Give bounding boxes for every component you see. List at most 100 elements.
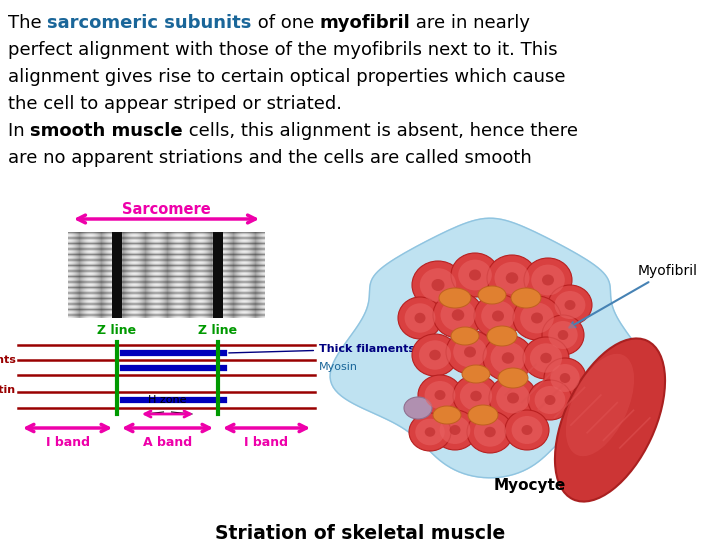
- Text: Thick filaments: Thick filaments: [229, 344, 415, 354]
- Text: In: In: [8, 122, 30, 140]
- Ellipse shape: [451, 327, 479, 345]
- Text: Z line: Z line: [199, 324, 238, 337]
- Text: Myofibril: Myofibril: [570, 264, 698, 327]
- Ellipse shape: [523, 337, 569, 379]
- Ellipse shape: [398, 297, 442, 339]
- Ellipse shape: [433, 292, 483, 338]
- Ellipse shape: [446, 330, 494, 374]
- Ellipse shape: [540, 353, 552, 363]
- Ellipse shape: [534, 386, 565, 414]
- Ellipse shape: [521, 302, 554, 333]
- Ellipse shape: [420, 268, 456, 302]
- Ellipse shape: [474, 294, 522, 338]
- Text: A band: A band: [143, 436, 192, 449]
- Ellipse shape: [531, 313, 543, 323]
- Ellipse shape: [544, 395, 556, 405]
- Ellipse shape: [554, 291, 585, 319]
- Ellipse shape: [487, 255, 537, 301]
- Ellipse shape: [468, 405, 498, 425]
- Text: Striation of skeletal muscle: Striation of skeletal muscle: [215, 524, 505, 540]
- Ellipse shape: [412, 334, 458, 376]
- Text: are in nearly: are in nearly: [410, 14, 531, 32]
- Ellipse shape: [490, 342, 526, 374]
- Ellipse shape: [555, 339, 665, 502]
- Ellipse shape: [542, 274, 554, 286]
- Ellipse shape: [453, 336, 487, 367]
- Ellipse shape: [433, 406, 461, 424]
- Ellipse shape: [453, 375, 499, 417]
- Ellipse shape: [431, 279, 444, 291]
- Ellipse shape: [512, 416, 542, 444]
- Text: Z line: Z line: [97, 324, 137, 337]
- Ellipse shape: [544, 358, 586, 398]
- Text: Sarcomere: Sarcomere: [122, 202, 211, 217]
- Ellipse shape: [564, 300, 575, 310]
- Polygon shape: [330, 218, 650, 478]
- Ellipse shape: [481, 301, 515, 332]
- Ellipse shape: [513, 296, 561, 340]
- Ellipse shape: [409, 413, 451, 451]
- Ellipse shape: [550, 364, 580, 392]
- Ellipse shape: [495, 262, 529, 294]
- Ellipse shape: [449, 425, 461, 435]
- Ellipse shape: [511, 288, 541, 308]
- Text: alignment gives rise to certain optical properties which cause: alignment gives rise to certain optical …: [8, 68, 565, 86]
- Ellipse shape: [441, 299, 475, 331]
- Ellipse shape: [404, 397, 432, 419]
- Ellipse shape: [489, 376, 537, 420]
- Ellipse shape: [440, 416, 470, 444]
- Ellipse shape: [462, 365, 490, 383]
- Ellipse shape: [467, 411, 513, 453]
- Ellipse shape: [485, 427, 496, 437]
- Ellipse shape: [434, 390, 446, 400]
- Text: myofibril: myofibril: [320, 14, 410, 32]
- Text: are no apparent striations and the cells are called smooth: are no apparent striations and the cells…: [8, 149, 532, 167]
- Text: I band: I band: [245, 436, 289, 449]
- Ellipse shape: [507, 393, 519, 403]
- Text: Thin filaments: Thin filaments: [0, 355, 16, 365]
- Ellipse shape: [530, 343, 562, 373]
- Ellipse shape: [470, 391, 482, 401]
- Ellipse shape: [548, 285, 592, 325]
- Text: Myosin: Myosin: [319, 362, 358, 372]
- Ellipse shape: [559, 373, 570, 383]
- Ellipse shape: [469, 269, 481, 280]
- Ellipse shape: [419, 340, 451, 370]
- Ellipse shape: [458, 260, 492, 291]
- Ellipse shape: [425, 427, 436, 437]
- Text: I band: I band: [45, 436, 89, 449]
- Ellipse shape: [464, 347, 476, 357]
- Ellipse shape: [460, 381, 492, 411]
- Text: cells, this alignment is absent, hence there: cells, this alignment is absent, hence t…: [183, 122, 578, 140]
- Ellipse shape: [524, 258, 572, 302]
- Ellipse shape: [505, 272, 518, 284]
- Text: of one: of one: [252, 14, 320, 32]
- Text: The: The: [8, 14, 48, 32]
- Ellipse shape: [549, 321, 577, 349]
- Ellipse shape: [412, 261, 464, 309]
- Ellipse shape: [429, 350, 441, 360]
- Ellipse shape: [528, 380, 572, 420]
- Ellipse shape: [478, 286, 506, 304]
- Ellipse shape: [415, 418, 445, 445]
- Ellipse shape: [425, 381, 456, 409]
- Ellipse shape: [439, 288, 471, 308]
- Ellipse shape: [542, 315, 584, 355]
- Ellipse shape: [492, 310, 504, 321]
- Ellipse shape: [531, 265, 564, 295]
- Text: Actin: Actin: [0, 385, 16, 395]
- Ellipse shape: [415, 313, 426, 323]
- Ellipse shape: [505, 410, 549, 450]
- Ellipse shape: [496, 383, 530, 414]
- Ellipse shape: [483, 335, 533, 381]
- Ellipse shape: [474, 417, 506, 447]
- Text: perfect alignment with those of the myofibrils next to it. This: perfect alignment with those of the myof…: [8, 41, 557, 59]
- Ellipse shape: [566, 354, 634, 456]
- Text: sarcomeric subunits: sarcomeric subunits: [48, 14, 252, 32]
- Ellipse shape: [433, 410, 477, 450]
- Text: Myocyte: Myocyte: [494, 478, 566, 493]
- Ellipse shape: [405, 303, 436, 333]
- Ellipse shape: [498, 368, 528, 388]
- Ellipse shape: [418, 375, 462, 415]
- Ellipse shape: [451, 253, 499, 297]
